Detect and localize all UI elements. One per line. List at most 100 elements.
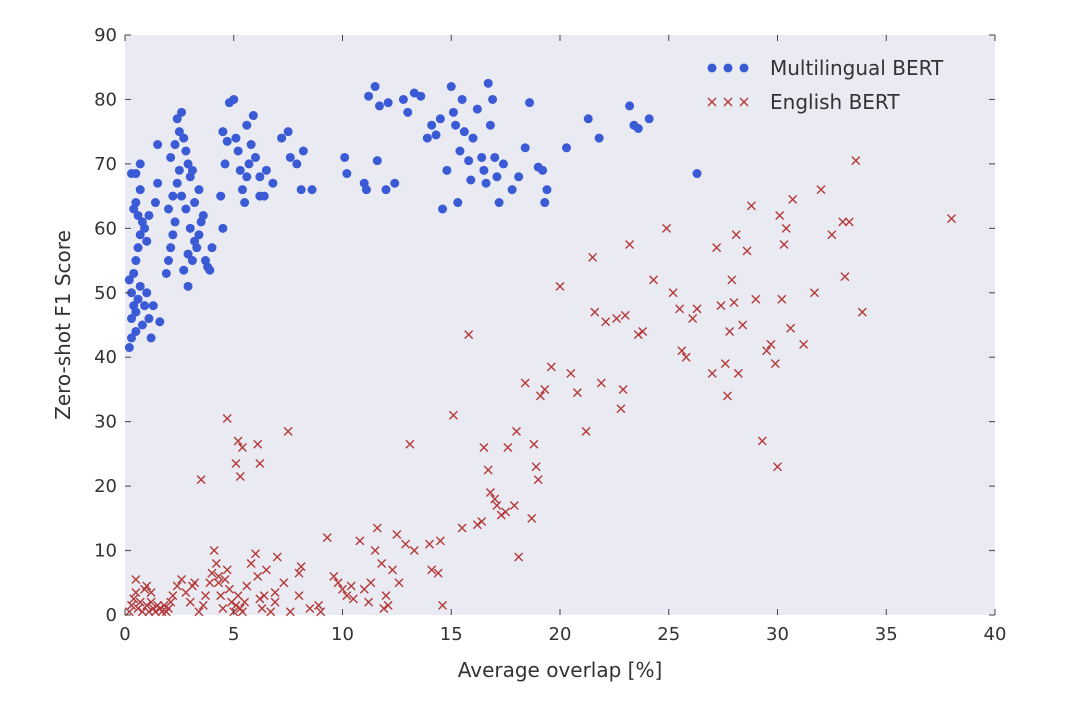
english-bert-point <box>372 523 382 533</box>
multilingual-bert-point <box>398 94 408 104</box>
y-tick-label: 90 <box>94 25 117 46</box>
english-bert-point <box>533 475 543 485</box>
english-bert-point <box>166 597 176 607</box>
english-bert-point <box>172 581 182 591</box>
english-bert-point <box>251 549 260 559</box>
english-bert-point <box>435 536 445 546</box>
english-bert-point <box>214 578 224 588</box>
english-bert-point <box>211 558 221 568</box>
english-bert-point <box>535 391 545 401</box>
x-tick-label: 20 <box>549 624 572 645</box>
multilingual-bert-point <box>514 172 524 182</box>
multilingual-bert-point <box>168 191 178 201</box>
multilingual-bert-point <box>170 217 180 227</box>
english-bert-point <box>314 600 324 610</box>
english-bert-point <box>425 539 434 549</box>
multilingual-bert-point <box>135 281 145 291</box>
english-bert-point <box>346 581 356 591</box>
multilingual-bert-point <box>222 136 232 146</box>
english-bert-point <box>620 310 630 320</box>
multilingual-bert-point <box>644 114 654 124</box>
english-bert-point <box>501 507 511 517</box>
english-bert-point <box>240 597 250 607</box>
english-bert-point <box>503 442 513 452</box>
axes-layer: 0 5 10 15 20 25 30 35 40 0 10 20 30 40 50 60 70 80 90 <box>94 25 1006 645</box>
x-tick-label: 40 <box>984 624 1007 645</box>
multilingual-bert-point <box>242 120 252 130</box>
multilingual-bert-point <box>268 178 278 188</box>
multilingual-bert-point <box>372 156 382 166</box>
multilingual-bert-point <box>498 159 508 169</box>
multilingual-bert-point <box>164 204 173 214</box>
multilingual-bert-point <box>142 236 152 246</box>
x-tick-label: 5 <box>228 624 239 645</box>
english-bert-point <box>788 194 798 204</box>
y-tick-label: 10 <box>94 541 117 562</box>
multilingual-bert-point <box>148 301 158 311</box>
english-bert-point <box>781 223 791 233</box>
english-bert-point <box>527 513 537 523</box>
multilingual-bert-point <box>183 249 193 259</box>
legend-marker <box>739 97 749 107</box>
english-bert-point <box>377 558 387 568</box>
english-bert-point <box>137 607 147 617</box>
english-bert-point <box>177 575 187 585</box>
multilingual-bert-point <box>177 107 187 117</box>
multilingual-bert-point <box>135 230 145 240</box>
english-bert-point <box>947 214 956 224</box>
y-tick-label: 80 <box>94 89 117 110</box>
english-bert-point <box>159 600 169 610</box>
english-bert-point <box>305 604 315 614</box>
y-tick-label: 60 <box>94 218 117 239</box>
english-bert-point <box>131 575 141 585</box>
english-bert-point <box>649 275 659 285</box>
y-tick-label: 30 <box>94 412 117 433</box>
english-bert-point <box>150 607 160 617</box>
english-bert-point <box>342 591 352 601</box>
english-bert-point <box>222 413 232 423</box>
english-bert-point <box>546 362 556 372</box>
multilingual-bert-point <box>296 185 306 195</box>
english-bert-point <box>464 330 474 340</box>
english-bert-point <box>146 587 156 597</box>
multilingual-bert-point <box>370 82 380 92</box>
multilingual-bert-point <box>242 172 252 182</box>
english-bert-point <box>520 378 530 388</box>
english-bert-point <box>438 600 448 610</box>
english-bert-point <box>566 368 576 378</box>
english-bert-point <box>531 462 541 472</box>
multilingual-bert-point <box>166 152 176 162</box>
multilingual-bert-point <box>340 152 350 162</box>
english-bert-point <box>214 571 224 581</box>
multilingual-bert-point <box>140 223 150 233</box>
english-bert-point <box>616 404 626 414</box>
english-bert-point <box>366 578 376 588</box>
multilingual-bert-point <box>381 185 391 195</box>
multilingual-bert-point <box>485 120 495 130</box>
english-bert-point <box>253 439 263 449</box>
multilingual-bert-point <box>155 317 165 327</box>
english-bert-point <box>799 339 809 349</box>
english-bert-point <box>668 288 678 298</box>
multilingual-bert-point <box>218 127 228 137</box>
multilingual-bert-point <box>205 265 215 275</box>
multilingual-bert-point <box>153 178 163 188</box>
y-tick-label: 40 <box>94 347 117 368</box>
english-bert-point <box>490 494 500 504</box>
multilingual-bert-point <box>131 256 141 266</box>
multilingual-bert-point <box>692 169 702 179</box>
english-bert-point <box>707 368 717 378</box>
english-bert-point <box>677 346 687 356</box>
multilingual-bert-point <box>248 111 258 121</box>
english-bert-point <box>857 307 867 317</box>
english-bert-point <box>572 388 582 398</box>
multilingual-bert-point <box>174 165 184 175</box>
multilingual-bert-point <box>255 191 265 201</box>
english-bert-point <box>472 520 482 530</box>
english-bert-point <box>129 594 139 604</box>
english-bert-point <box>222 565 232 575</box>
english-bert-point <box>722 391 732 401</box>
multilingual-bert-point <box>488 94 498 104</box>
english-bert-point <box>316 607 326 617</box>
english-bert-point <box>294 568 304 578</box>
